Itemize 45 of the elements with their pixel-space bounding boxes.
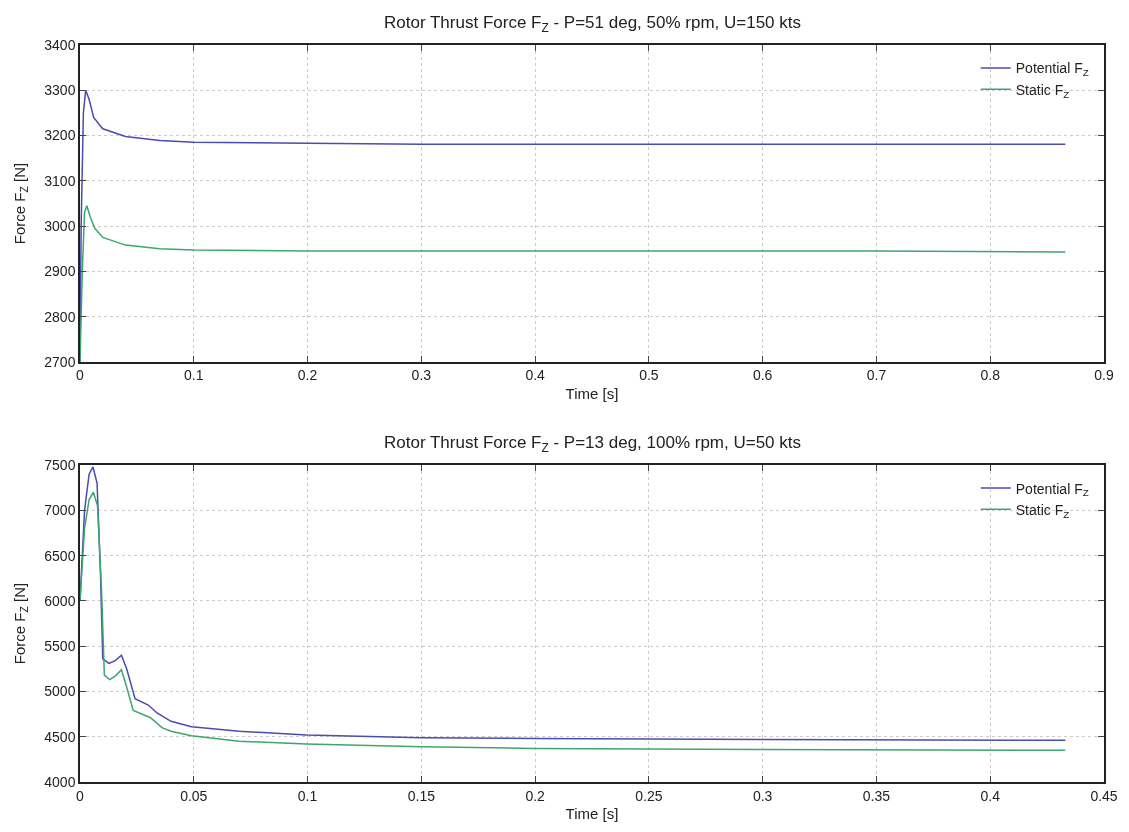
x-tick-label: 0.05: [180, 787, 208, 804]
y-tick-label: 5000: [44, 683, 76, 700]
legend-label: Potential F$_{Z}$: [1015, 60, 1089, 79]
y-tick-label: 2800: [44, 308, 76, 325]
x-axis-title: Time [s]: [565, 384, 619, 402]
y-tick-label: 2700: [44, 353, 76, 370]
x-tick-label: 0.25: [635, 787, 663, 804]
y-tick-label: 4000: [44, 773, 76, 790]
x-tick-label: 0.4: [980, 787, 1001, 804]
y-tick-label: 2900: [44, 263, 76, 280]
x-tick-label: 0.1: [297, 787, 318, 804]
y-tick-label: 3000: [44, 217, 76, 234]
x-tick-label: 0.45: [1090, 787, 1118, 804]
y-tick-label: 3300: [44, 82, 76, 99]
line-series: [80, 204, 1067, 362]
legend-label: Potential F$_{Z}$: [1015, 480, 1089, 499]
x-tick-label: 0.4: [525, 367, 546, 384]
y-tick-label: 6500: [44, 547, 76, 564]
y-tick-label: 3200: [44, 127, 76, 144]
legend-label: Static F$_{Z}$: [1015, 81, 1070, 100]
x-tick-label: 0: [76, 367, 85, 384]
x-tick-label: 0: [76, 787, 85, 804]
x-tick-label: 0.9: [1094, 367, 1114, 384]
x-tick-label: 0.15: [407, 787, 436, 804]
y-tick-label: 3400: [44, 36, 76, 53]
chart-title: Rotor Thrust Force F$_{Z}$ - P=51 deg, 50% rpm, U=150 kts: [384, 13, 802, 35]
legend-label: Static F$_{Z}$: [1015, 501, 1070, 520]
x-tick-label: 0.5: [639, 367, 659, 384]
x-tick-label: 0.35: [862, 787, 891, 804]
x-tick-label: 0.2: [297, 367, 318, 384]
x-tick-label: 0.2: [525, 787, 546, 804]
x-tick-label: 0.3: [411, 367, 432, 384]
x-tick-label: 0.6: [752, 367, 773, 384]
y-tick-label: 6000: [44, 592, 76, 609]
x-tick-label: 0.3: [752, 787, 773, 804]
y-tick-label: 7500: [44, 456, 76, 473]
chart-title: Rotor Thrust Force F$_{Z}$ - P=13 deg, 100% rpm, U=50 kts: [384, 433, 802, 455]
y-tick-label: 5500: [44, 638, 76, 655]
x-tick-label: 0.8: [980, 367, 1001, 384]
x-tick-label: 0.1: [184, 367, 204, 384]
y-tick-label: 3100: [44, 172, 76, 189]
x-axis-title: Time [s]: [565, 805, 619, 823]
x-tick-label: 0.7: [866, 367, 887, 384]
y-tick-label: 4500: [44, 728, 76, 745]
y-tick-label: 7000: [44, 502, 76, 519]
